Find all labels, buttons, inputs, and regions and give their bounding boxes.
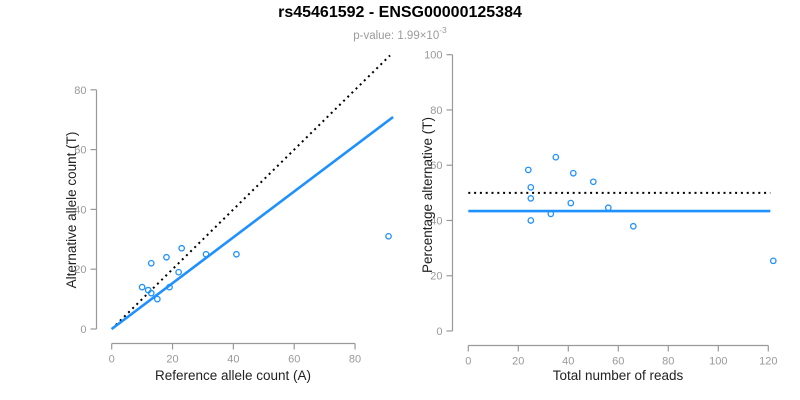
x-tick-label: 0 (465, 356, 471, 368)
data-point (153, 295, 161, 303)
y-tick-label: 80 (430, 105, 442, 117)
x-tick-label: 0 (109, 354, 115, 366)
data-point (527, 195, 535, 202)
data-point (147, 289, 155, 297)
identity-line (110, 54, 391, 330)
x-tick-label: 40 (227, 354, 239, 366)
data-point (202, 250, 210, 258)
data-point (178, 244, 186, 252)
x-tick-label: 40 (562, 356, 574, 368)
left-yaxis-label: Alternative allele count (T) (64, 131, 79, 289)
x-tick-label: 20 (166, 354, 178, 366)
y-tick-label: 80 (74, 85, 86, 97)
fit-line (110, 115, 394, 331)
right-yaxis-label: Percentage alternative (T) (420, 116, 435, 274)
x-tick-label: 20 (512, 356, 524, 368)
pvalue-text: p-value: 1.99×10 (353, 29, 440, 42)
right-xaxis-label: Total number of reads (552, 368, 684, 383)
pvalue-subtitle: p-value: 1.99×10-3 (0, 25, 800, 42)
x-tick-label: 60 (612, 356, 624, 368)
data-point (604, 204, 612, 212)
data-point (569, 169, 577, 177)
data-point (547, 210, 555, 218)
y-tick-label: 60 (74, 145, 86, 157)
data-point (527, 217, 535, 224)
data-point (233, 250, 240, 258)
data-point (527, 183, 535, 191)
left-scatter-panel: 0 20 40 60 80 0 20 40 60 80 (74, 54, 394, 366)
data-point (629, 222, 637, 230)
x-tick-label: 80 (349, 354, 361, 366)
x-tick-label: 120 (759, 356, 777, 368)
data-point (385, 232, 392, 240)
data-point (163, 253, 170, 261)
y-tick-label: 100 (424, 50, 442, 62)
x-tick-label: 100 (709, 356, 727, 368)
data-point (166, 283, 173, 291)
data-point (175, 268, 182, 276)
pvalue-exponent: -3 (439, 25, 447, 35)
y-tick-label: 40 (430, 215, 442, 227)
data-point (589, 178, 597, 186)
page-title: rs45461592 - ENSG00000125384 (278, 4, 522, 21)
y-tick-label: 60 (430, 160, 442, 172)
data-point (567, 199, 575, 207)
data-point (769, 257, 777, 265)
y-tick-label: 0 (436, 326, 442, 338)
y-tick-label: 20 (74, 264, 86, 276)
y-tick-label: 20 (430, 271, 442, 283)
data-point (147, 259, 155, 267)
data-point (552, 153, 560, 161)
data-point (138, 283, 146, 291)
data-point (524, 166, 532, 174)
x-tick-label: 60 (288, 354, 300, 366)
y-tick-label: 40 (74, 204, 86, 216)
right-scatter-panel: 0 20 40 60 80 100 0 20 40 60 80 100 120 (424, 50, 777, 368)
left-xaxis-label: Reference allele count (A) (154, 368, 312, 383)
y-tick-label: 0 (80, 324, 86, 336)
x-tick-label: 80 (662, 356, 674, 368)
